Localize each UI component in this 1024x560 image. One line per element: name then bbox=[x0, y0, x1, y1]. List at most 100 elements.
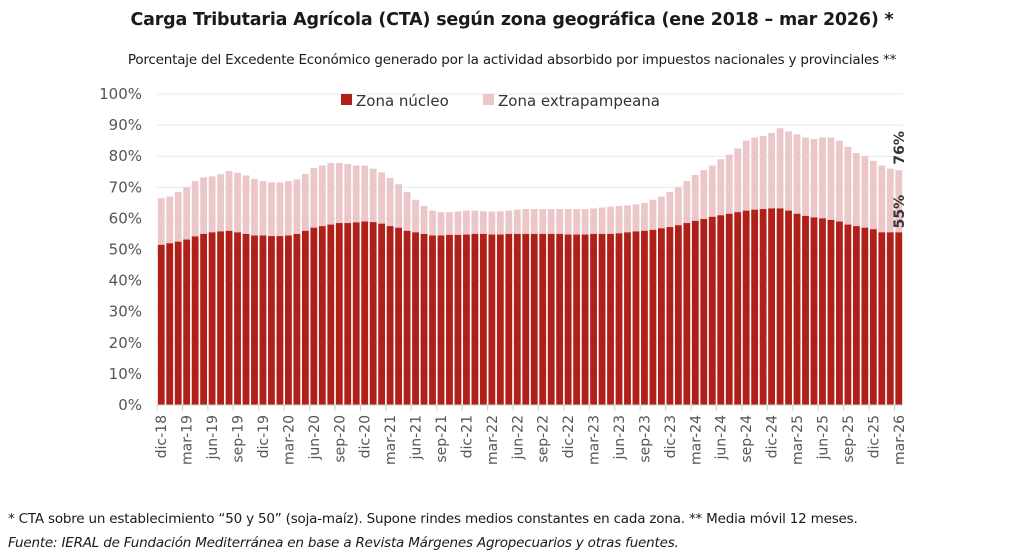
bar-nucleo bbox=[191, 236, 199, 405]
bar-nucleo bbox=[285, 235, 292, 405]
bar-nucleo bbox=[607, 233, 614, 405]
bar-nucleo bbox=[259, 235, 267, 405]
y-axis: 0% 10% 20% 30% 40% 50% 60% 70% 80% 90% 100% bbox=[99, 85, 142, 414]
bar-nucleo bbox=[293, 233, 301, 405]
bar-nucleo bbox=[327, 224, 335, 405]
legend: Zona núcleo Zona extrapampeana bbox=[341, 92, 660, 110]
bar-nucleo bbox=[437, 235, 445, 405]
bar-nucleo bbox=[624, 232, 631, 405]
bar-nucleo bbox=[615, 233, 623, 405]
bar-nucleo bbox=[513, 233, 521, 405]
bar-nucleo bbox=[488, 234, 496, 405]
bar-nucleo bbox=[310, 227, 318, 405]
bar-nucleo bbox=[708, 216, 716, 405]
bar-nucleo bbox=[344, 223, 352, 405]
bar-nucleo bbox=[446, 234, 453, 405]
y-tick-label: 90% bbox=[109, 116, 142, 134]
bar-nucleo bbox=[768, 208, 775, 405]
bar-nucleo bbox=[369, 222, 377, 405]
bar-nucleo bbox=[157, 244, 165, 405]
bar-nucleo bbox=[556, 233, 564, 405]
bar-nucleo bbox=[691, 220, 699, 405]
bar-nucleo bbox=[361, 221, 369, 405]
legend-swatch-extrapampeana bbox=[483, 94, 494, 105]
bar-nucleo bbox=[785, 210, 792, 405]
x-tick-label: jun-25 bbox=[815, 415, 831, 461]
bar-nucleo bbox=[869, 229, 877, 405]
x-tick-label: mar-21 bbox=[383, 415, 399, 465]
bar-nucleo bbox=[590, 233, 597, 405]
bar-nucleo bbox=[802, 215, 809, 405]
bar-nucleo bbox=[793, 213, 801, 405]
x-tick-label: sep-23 bbox=[637, 415, 653, 463]
bar-nucleo bbox=[234, 232, 241, 405]
bar-nucleo bbox=[666, 227, 674, 405]
x-tick-label: mar-23 bbox=[587, 415, 603, 465]
bar-nucleo bbox=[479, 233, 487, 405]
x-tick-label: mar-22 bbox=[485, 415, 501, 465]
bar-nucleo bbox=[819, 218, 826, 405]
legend-label-nucleo: Zona núcleo bbox=[356, 92, 449, 110]
bar-nucleo bbox=[530, 233, 538, 405]
y-tick-label: 20% bbox=[109, 334, 142, 352]
bar-nucleo bbox=[683, 223, 691, 405]
x-tick-label: mar-19 bbox=[180, 415, 196, 465]
x-tick-label: jun-24 bbox=[714, 415, 730, 461]
bar-nucleo bbox=[674, 225, 682, 405]
bar-nucleo bbox=[844, 224, 852, 405]
bar-nucleo bbox=[403, 230, 411, 405]
y-tick-label: 0% bbox=[118, 396, 142, 414]
bar-nucleo bbox=[454, 234, 462, 405]
x-tick-label: jun-19 bbox=[205, 415, 221, 461]
bar-nucleo bbox=[268, 236, 275, 405]
x-tick-label: dic-25 bbox=[866, 415, 882, 458]
x-tick-label: mar-26 bbox=[892, 415, 908, 465]
bar-nucleo bbox=[183, 239, 191, 405]
x-tick-label: sep-20 bbox=[332, 415, 348, 463]
bar-nucleo bbox=[547, 233, 555, 405]
bar-nucleo bbox=[166, 243, 174, 405]
x-tick-label: sep-25 bbox=[841, 415, 857, 463]
y-tick-label: 80% bbox=[109, 147, 142, 165]
bar-nucleo bbox=[836, 221, 843, 405]
bar-nucleo bbox=[251, 235, 258, 405]
bar-nucleo bbox=[895, 232, 903, 405]
x-tick-label: jun-21 bbox=[409, 415, 425, 461]
bar-nucleo bbox=[564, 234, 572, 405]
y-tick-label: 70% bbox=[109, 178, 142, 196]
end-value-label: 76% bbox=[892, 131, 908, 165]
chart-title: Carga Tributaria Agrícola (CTA) según zo… bbox=[130, 10, 894, 30]
bar-nucleo bbox=[581, 234, 589, 405]
x-tick-label: jun-22 bbox=[510, 415, 526, 461]
bar-nucleo bbox=[276, 236, 284, 405]
chart-subtitle: Porcentaje del Excedente Económico gener… bbox=[127, 52, 897, 68]
bar-nucleo bbox=[335, 223, 343, 405]
bar-nucleo bbox=[242, 233, 250, 405]
bar-nucleo bbox=[208, 232, 216, 405]
bar-nucleo bbox=[573, 234, 581, 405]
bar-nucleo bbox=[886, 232, 894, 405]
x-tick-label: dic-22 bbox=[561, 415, 577, 458]
x-tick-label: jun-20 bbox=[307, 415, 323, 461]
x-tick-label: sep-24 bbox=[739, 415, 755, 463]
bar-nucleo bbox=[742, 210, 750, 405]
x-tick-label: dic-19 bbox=[256, 415, 272, 458]
bar-nucleo bbox=[412, 232, 419, 405]
bar-nucleo bbox=[725, 213, 733, 405]
y-tick-label: 60% bbox=[109, 209, 142, 227]
bar-nucleo bbox=[522, 233, 530, 405]
bar-nucleo bbox=[378, 223, 386, 405]
x-tick-label: dic-20 bbox=[358, 415, 374, 458]
source-note: Fuente: IERAL de Fundación Mediterránea … bbox=[8, 535, 679, 551]
x-tick-label: mar-24 bbox=[688, 415, 704, 465]
bar-nucleo bbox=[200, 233, 208, 405]
bar-nucleo bbox=[301, 230, 309, 405]
bar-nucleo bbox=[352, 222, 360, 405]
end-labels: 76% 55% bbox=[892, 131, 908, 228]
bar-nucleo bbox=[717, 215, 725, 405]
x-tick-label: sep-22 bbox=[536, 415, 552, 463]
bar-nucleo bbox=[649, 229, 657, 405]
bar-nucleo bbox=[539, 233, 547, 405]
bar-nucleo bbox=[861, 227, 869, 405]
y-tick-label: 100% bbox=[99, 85, 142, 103]
